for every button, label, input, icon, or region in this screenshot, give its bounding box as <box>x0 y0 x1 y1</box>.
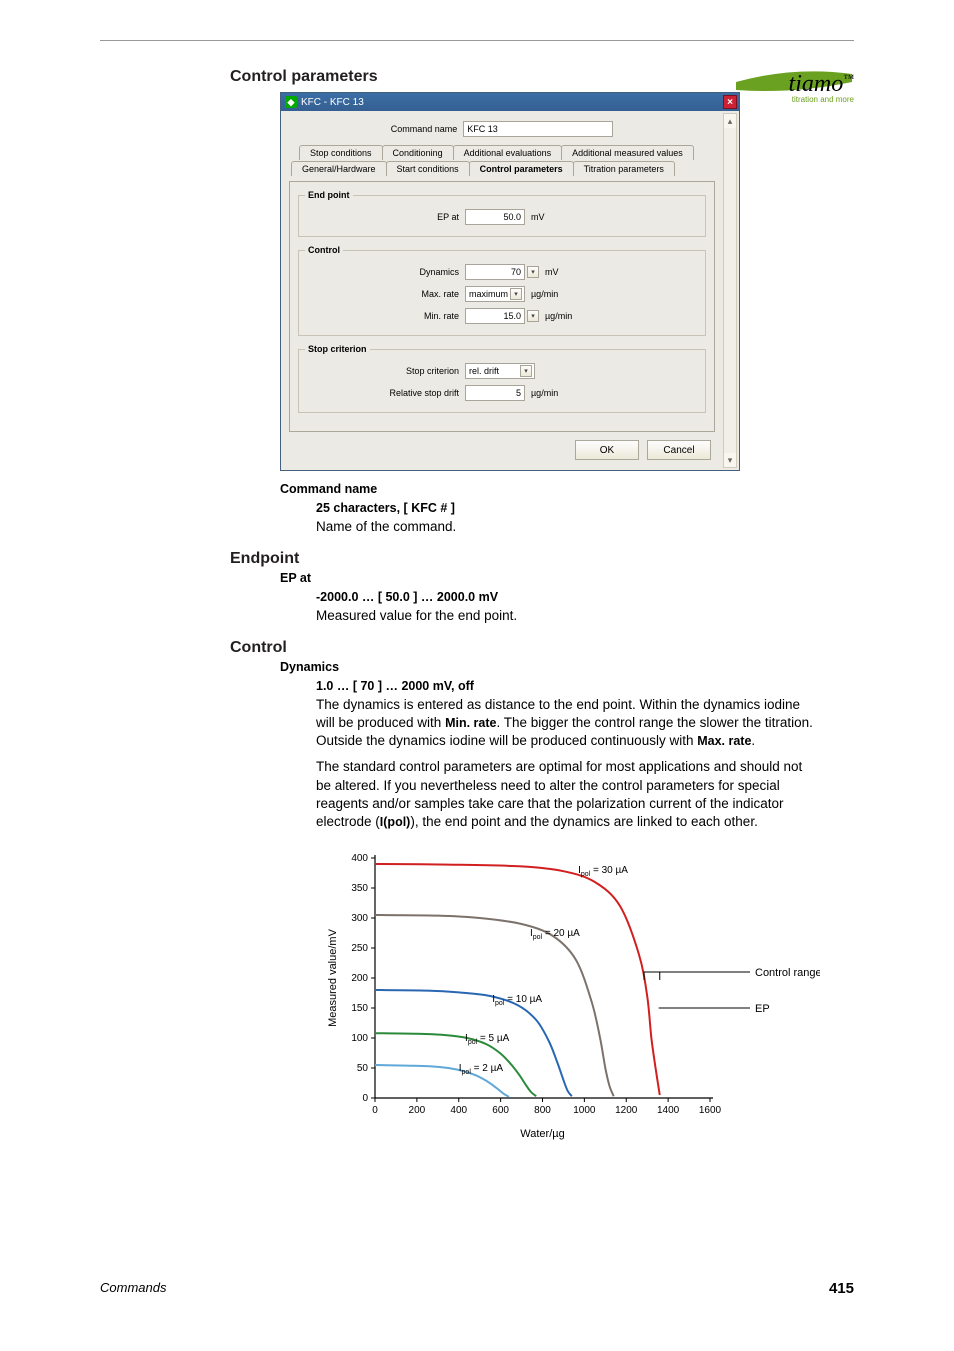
desc-dynamics-p1: The dynamics is entered as distance to t… <box>316 696 814 751</box>
svg-text:0: 0 <box>372 1105 378 1116</box>
term-dynamics: Dynamics <box>280 659 814 676</box>
svg-text:400: 400 <box>450 1105 467 1116</box>
stop-criterion-select[interactable]: rel. drift▾ <box>465 363 535 379</box>
svg-text:Ipol = 2 µA: Ipol = 2 µA <box>459 1063 504 1076</box>
rel-stop-drift-unit: µg/min <box>531 388 558 398</box>
svg-text:Water/µg: Water/µg <box>520 1128 564 1140</box>
svg-text:50: 50 <box>357 1063 369 1074</box>
desc-dynamics-p2: The standard control parameters are opti… <box>316 758 814 831</box>
tab-control-parameters[interactable]: Control parameters <box>469 161 574 176</box>
chevron-down-icon: ▾ <box>510 288 522 300</box>
svg-text:1200: 1200 <box>615 1105 638 1116</box>
dynamics-chart: 0 50 100 150 200 250 300 350 400 0 200 400 600 800 100… <box>320 843 854 1148</box>
svg-text:300: 300 <box>351 913 368 924</box>
range-command-name: 25 characters, [ KFC # ] <box>316 500 814 517</box>
group-control: Control Dynamics 70 ▾ mV Max. rate maxim… <box>298 245 706 336</box>
dialog-scrollbar[interactable]: ▴ ▾ <box>723 113 737 468</box>
svg-text:EP: EP <box>755 1003 770 1015</box>
svg-text:200: 200 <box>351 973 368 984</box>
term-command-name: Command name <box>280 481 814 498</box>
svg-text:800: 800 <box>534 1105 551 1116</box>
min-rate-input[interactable]: 15.0 <box>465 308 525 324</box>
svg-text:1000: 1000 <box>573 1105 596 1116</box>
range-ep-at: -2000.0 … [ 50.0 ] … 2000.0 mV <box>316 589 814 606</box>
tab-additional-evaluations[interactable]: Additional evaluations <box>453 145 563 160</box>
chevron-down-icon: ▾ <box>520 365 532 377</box>
stop-criterion-label: Stop criterion <box>305 366 465 376</box>
group-control-legend: Control <box>305 245 343 255</box>
trademark: ™ <box>843 73 854 85</box>
group-stop-legend: Stop criterion <box>305 344 370 354</box>
command-name-label: Command name <box>391 124 458 134</box>
command-name-input[interactable] <box>463 121 613 137</box>
tab-additional-measured-values[interactable]: Additional measured values <box>561 145 694 160</box>
group-stop-criterion: Stop criterion Stop criterion rel. drift… <box>298 344 706 413</box>
tab-panel-control-parameters: End point EP at 50.0 mV Control Dynamics… <box>289 181 715 432</box>
section-heading-endpoint: Endpoint <box>230 550 854 568</box>
svg-text:Control range: Control range <box>755 967 820 979</box>
dialog-titlebar: ◆ KFC - KFC 13 × <box>281 93 739 111</box>
ok-button[interactable]: OK <box>575 440 639 460</box>
scroll-up-icon[interactable]: ▴ <box>724 114 736 128</box>
brand-tagline: titration and more <box>734 96 854 104</box>
section-heading-control: Control <box>230 639 854 657</box>
dynamics-unit: mV <box>545 267 559 277</box>
dynamics-label: Dynamics <box>305 267 465 277</box>
tab-stop-conditions[interactable]: Stop conditions <box>299 145 383 160</box>
dialog-title: KFC - KFC 13 <box>301 97 364 108</box>
svg-text:1400: 1400 <box>657 1105 680 1116</box>
tab-start-conditions[interactable]: Start conditions <box>386 161 470 176</box>
desc-command-name: Name of the command. <box>316 518 814 536</box>
rel-stop-drift-input[interactable]: 5 <box>465 385 525 401</box>
dynamics-dropdown-icon[interactable]: ▾ <box>527 266 539 278</box>
ep-at-label: EP at <box>305 212 465 222</box>
svg-text:150: 150 <box>351 1003 368 1014</box>
svg-text:400: 400 <box>351 853 368 864</box>
header-rule <box>100 40 854 41</box>
brand-name: tiamo <box>789 71 844 97</box>
ep-at-input[interactable]: 50.0 <box>465 209 525 225</box>
svg-text:350: 350 <box>351 883 368 894</box>
svg-text:Measured value/mV: Measured value/mV <box>327 929 339 1027</box>
command-name-row: Command name <box>287 117 717 145</box>
app-icon: ◆ <box>285 96 297 108</box>
tab-titration-parameters[interactable]: Titration parameters <box>573 161 675 176</box>
svg-text:250: 250 <box>351 943 368 954</box>
dynamics-input[interactable]: 70 <box>465 264 525 280</box>
footer-page-number: 415 <box>829 1280 854 1297</box>
svg-text:0: 0 <box>362 1093 368 1104</box>
ep-at-unit: mV <box>531 212 545 222</box>
cancel-button[interactable]: Cancel <box>647 440 711 460</box>
tab-conditioning[interactable]: Conditioning <box>382 145 454 160</box>
svg-text:1600: 1600 <box>699 1105 722 1116</box>
svg-text:100: 100 <box>351 1033 368 1044</box>
max-rate-select[interactable]: maximum▾ <box>465 286 525 302</box>
svg-text:600: 600 <box>492 1105 509 1116</box>
min-rate-dropdown-icon[interactable]: ▾ <box>527 310 539 322</box>
svg-text:200: 200 <box>409 1105 426 1116</box>
range-dynamics: 1.0 … [ 70 ] … 2000 mV, off <box>316 678 814 695</box>
desc-ep-at: Measured value for the end point. <box>316 607 814 625</box>
rel-stop-drift-label: Relative stop drift <box>305 388 465 398</box>
group-endpoint: End point EP at 50.0 mV <box>298 190 706 237</box>
footer-label: Commands <box>100 1280 166 1297</box>
svg-text:Ipol = 30 µA: Ipol = 30 µA <box>578 865 628 878</box>
brand-logo: tiamo™ titration and more <box>734 60 854 104</box>
min-rate-label: Min. rate <box>305 311 465 321</box>
svg-text:Ipol = 20 µA: Ipol = 20 µA <box>530 928 580 941</box>
page-footer: Commands 415 <box>100 1280 854 1297</box>
term-ep-at: EP at <box>280 570 814 587</box>
max-rate-unit: µg/min <box>531 289 558 299</box>
max-rate-label: Max. rate <box>305 289 465 299</box>
min-rate-unit: µg/min <box>545 311 572 321</box>
kfc-dialog: ◆ KFC - KFC 13 × ▴ ▾ Command name Stop c… <box>280 92 740 471</box>
tabs: Stop conditions Conditioning Additional … <box>289 145 715 181</box>
group-endpoint-legend: End point <box>305 190 353 200</box>
scroll-down-icon[interactable]: ▾ <box>724 453 736 467</box>
tab-general-hardware[interactable]: General/Hardware <box>291 161 387 176</box>
